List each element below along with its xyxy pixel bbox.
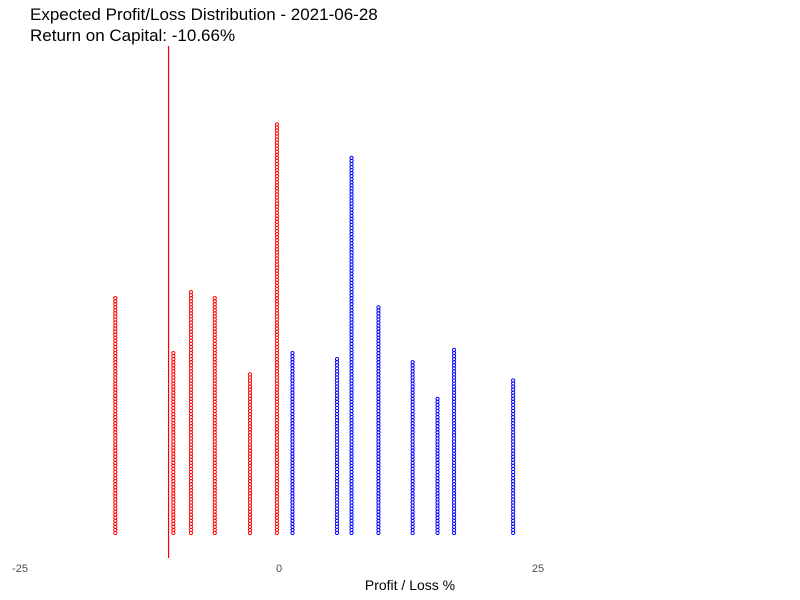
data-point bbox=[511, 378, 516, 383]
data-marks bbox=[113, 122, 516, 536]
point-stack-1-1 bbox=[334, 357, 340, 536]
point-stack-1-4 bbox=[410, 360, 415, 536]
data-point bbox=[247, 372, 253, 377]
point-stack-1-0 bbox=[290, 350, 295, 536]
point-stack-0-5 bbox=[274, 122, 280, 536]
data-point bbox=[376, 305, 381, 310]
point-stack-1-7 bbox=[511, 378, 516, 536]
data-point bbox=[171, 350, 176, 356]
series-0 bbox=[113, 122, 280, 536]
chart-title: Expected Profit/Loss Distribution - 2021… bbox=[30, 5, 378, 24]
data-point bbox=[188, 289, 194, 295]
data-point bbox=[349, 155, 354, 160]
data-point bbox=[451, 347, 457, 353]
series-1 bbox=[290, 155, 516, 536]
point-stack-0-3 bbox=[212, 296, 217, 536]
chart-title-block: Expected Profit/Loss Distribution - 2021… bbox=[30, 4, 378, 46]
x-tick-label: 0 bbox=[276, 563, 282, 575]
x-tick-label: 25 bbox=[532, 563, 544, 575]
data-point bbox=[334, 357, 340, 362]
data-point bbox=[435, 396, 440, 401]
point-stack-0-2 bbox=[188, 289, 194, 536]
data-point bbox=[290, 350, 295, 356]
data-point bbox=[113, 296, 118, 301]
chart-subtitle: Return on Capital: -10.66% bbox=[30, 26, 236, 45]
point-stack-1-3 bbox=[376, 305, 381, 536]
x-axis-title: Profit / Loss % bbox=[365, 577, 455, 593]
point-stack-1-2 bbox=[349, 155, 354, 536]
point-stack-0-1 bbox=[171, 350, 176, 536]
point-stack-0-4 bbox=[247, 372, 253, 536]
x-tick-label: -25 bbox=[12, 563, 28, 575]
point-stack-1-5 bbox=[435, 396, 440, 536]
x-axis-ticks: -25 0 25 bbox=[12, 563, 544, 575]
data-point bbox=[410, 360, 415, 365]
data-point bbox=[212, 296, 217, 301]
point-stack-1-6 bbox=[451, 347, 457, 536]
point-stack-0-0 bbox=[113, 296, 118, 536]
data-point bbox=[274, 122, 280, 127]
